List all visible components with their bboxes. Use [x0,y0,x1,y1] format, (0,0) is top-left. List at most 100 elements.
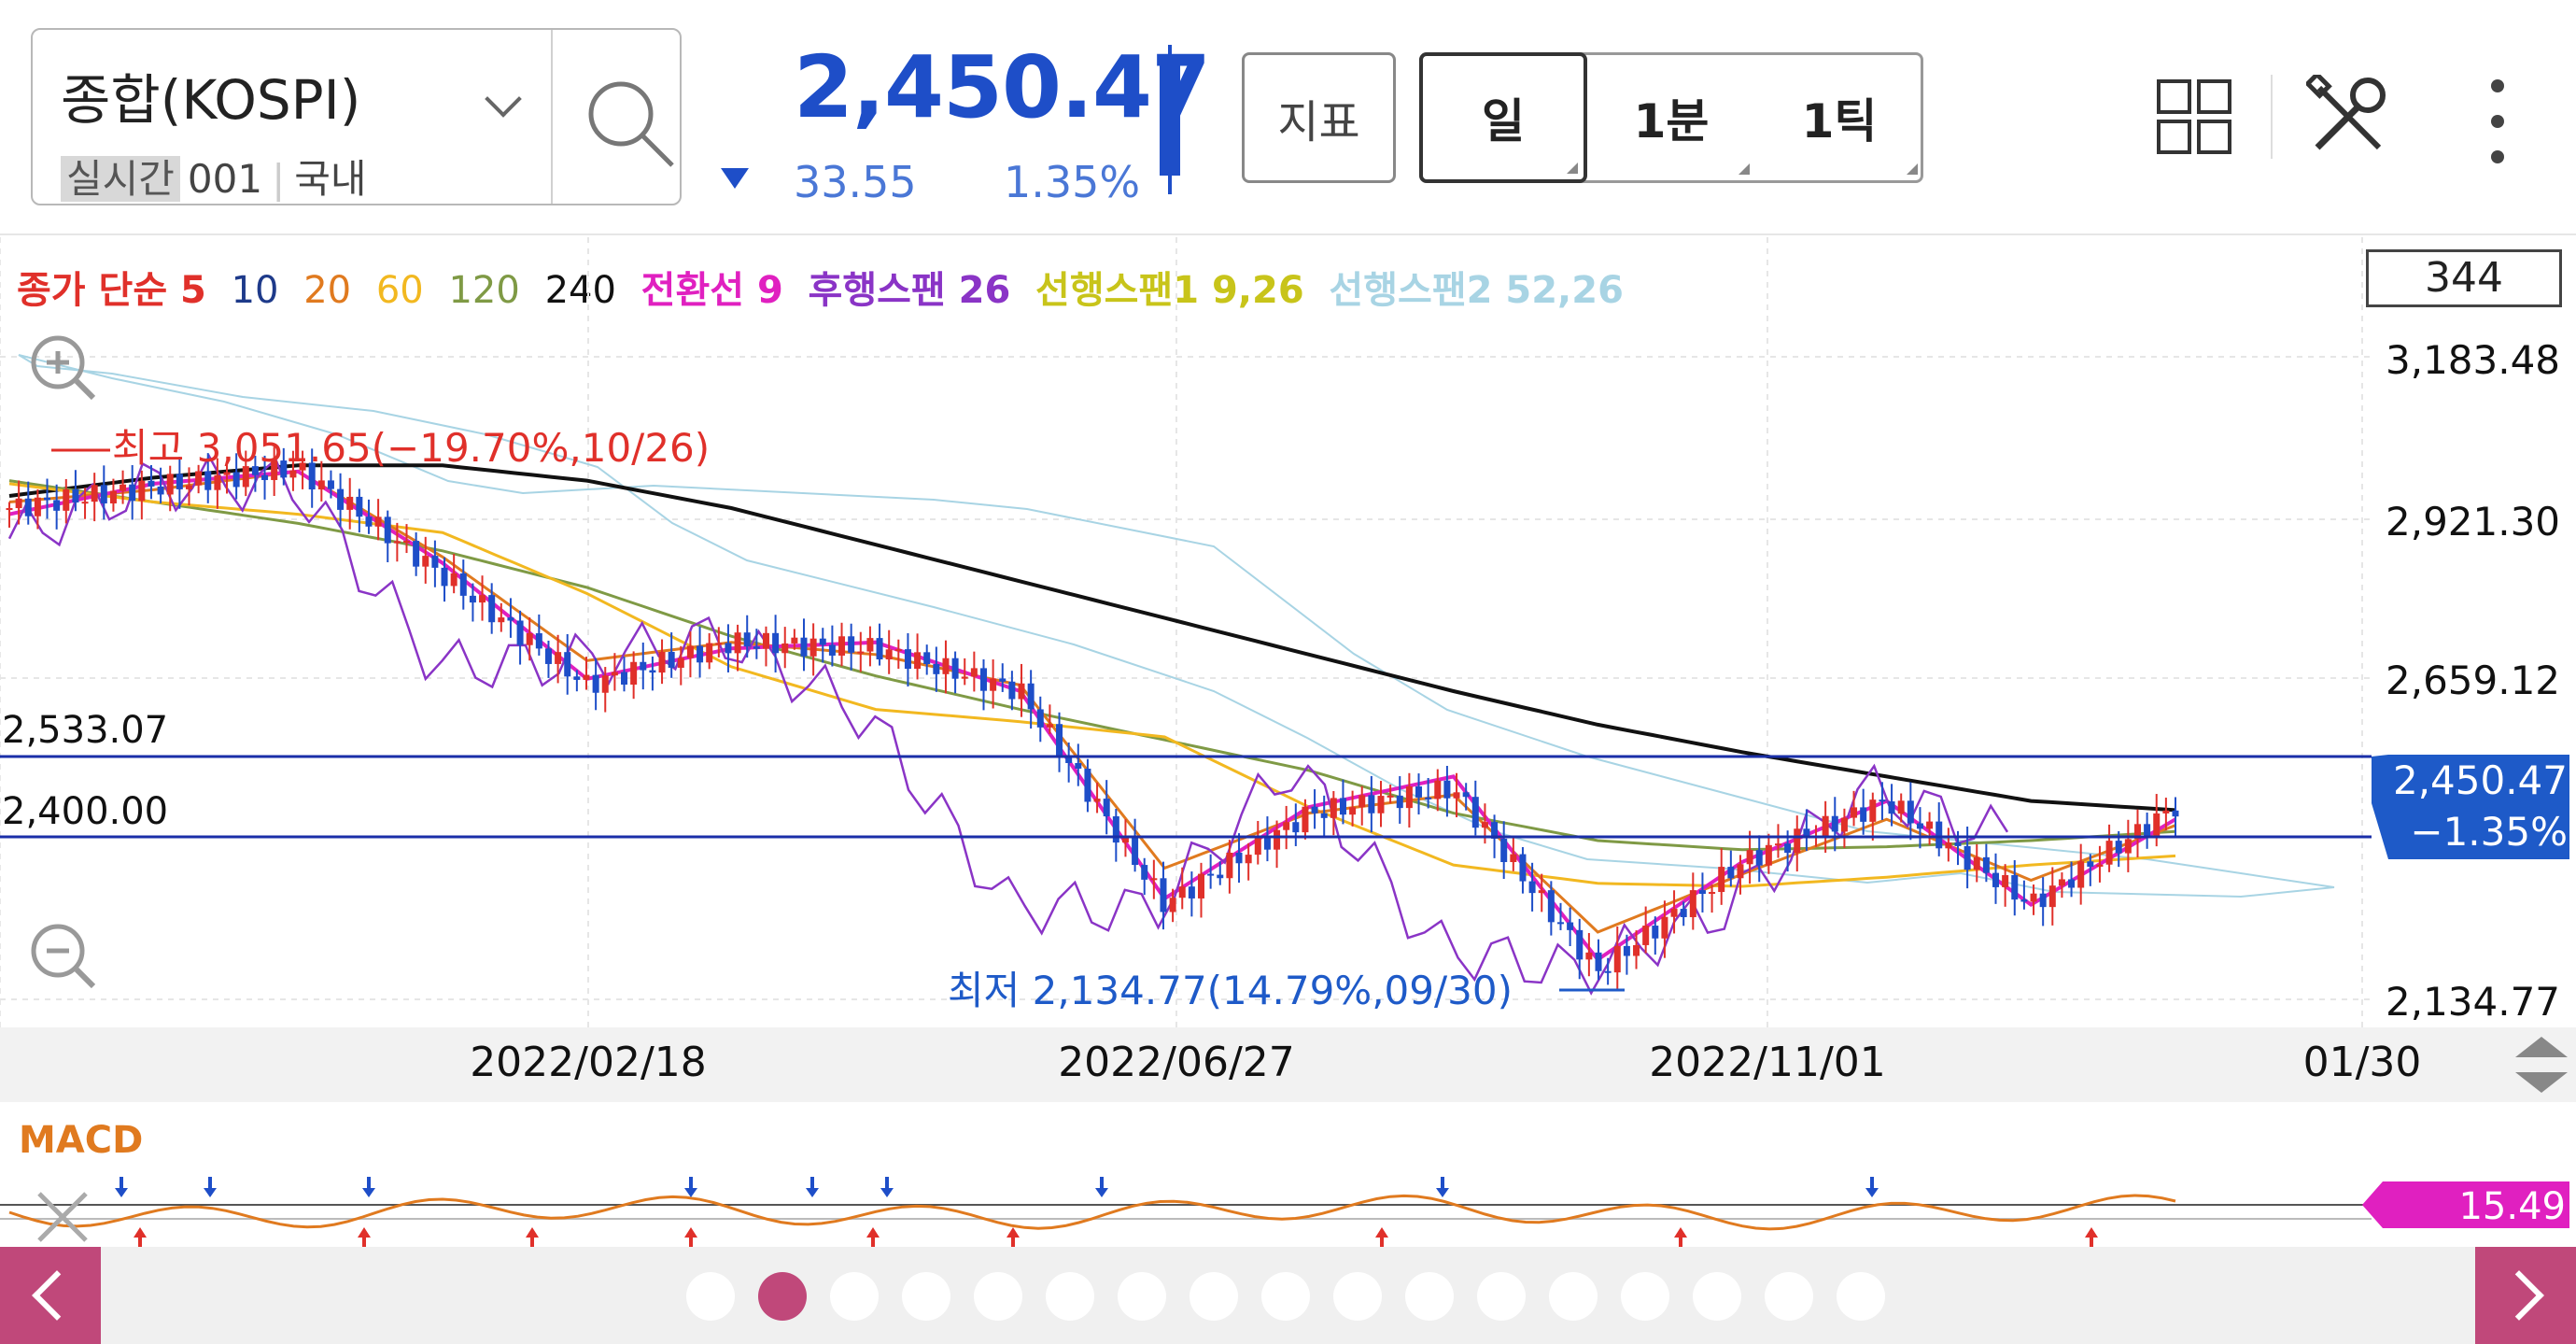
corner-marker-icon [1567,163,1578,174]
candle [1245,842,1252,881]
chevron-right-icon[interactable] [2475,1247,2576,1344]
pager-dot[interactable] [1765,1272,1813,1321]
candle [1415,773,1423,815]
candle [1936,802,1943,856]
candle [166,465,174,512]
candle [753,629,760,659]
series-line-후행스팬-26 [7,453,2009,996]
macd-buy-arrow [2085,1227,2098,1247]
pager-dot[interactable] [1693,1272,1741,1321]
period-1min-tab[interactable]: 1분 [1587,55,1755,180]
up-down-arrow-icon[interactable] [2515,1037,2568,1093]
period-day-tab[interactable]: 일 [1419,52,1587,183]
candle [53,484,61,530]
candle [800,618,808,672]
candle [961,658,968,686]
current-price-tag: 2,450.47 −1.35% [2372,755,2569,859]
macd-sell-arrow [362,1177,375,1197]
pager-dot[interactable] [1477,1272,1526,1321]
period-1tick-tab[interactable]: 1틱 [1755,55,1923,180]
macd-sell-arrow [1095,1177,1108,1197]
pager-dot[interactable] [974,1272,1022,1321]
period-1min-label: 1분 [1633,94,1710,149]
candle [2030,884,2037,915]
stock-code: 001 [187,156,263,202]
grid-icon[interactable] [2157,79,2231,154]
candle [1075,743,1082,786]
zoom-in-icon[interactable] [31,335,96,401]
close-icon[interactable] [37,1192,88,1242]
header-icon-divider [2271,75,2273,159]
pager-dot[interactable] [830,1272,879,1321]
candle [1226,840,1233,894]
pager-dot[interactable] [1405,1272,1454,1321]
candle [914,633,922,680]
candle [346,477,354,530]
indicator-button[interactable]: 지표 [1242,52,1396,183]
candle [1377,781,1385,828]
candle [488,583,496,634]
candle [271,446,278,497]
series-line-240 [8,463,2176,813]
candle [1613,927,1621,992]
candle [1897,793,1905,823]
pager-dot[interactable] [1837,1272,1885,1321]
down-triangle-icon [721,168,749,189]
header-bottom-border [0,233,2576,235]
candle [1926,812,1934,845]
more-vertical-icon[interactable] [2479,75,2516,168]
pager-dot[interactable] [1333,1272,1382,1321]
candle [1982,843,1990,883]
candle [848,623,855,671]
search-icon[interactable] [579,72,682,175]
candle [1633,930,1640,969]
candle [1869,792,1877,842]
candle [109,478,117,512]
macd-sell-arrow [806,1177,819,1197]
period-day-label: 일 [1482,94,1525,149]
pager-dot[interactable] [1549,1272,1598,1321]
tools-icon[interactable] [2306,75,2390,159]
candle [337,473,345,528]
candle [1680,901,1687,927]
visible-candle-count[interactable]: 344 [2366,249,2562,307]
chart-header: 종합(KOSPI) 실시간 001 | 국내 2,450.47 33.55 1.35%… [0,0,2576,235]
pager-dot[interactable] [1046,1272,1094,1321]
candle [1065,743,1073,783]
candle [2077,843,2085,905]
candle [1840,808,1848,848]
candle [791,629,798,650]
candle [1198,862,1205,918]
candle [242,450,249,497]
y-tick-label: 3,183.48 [2386,337,2560,383]
pager-dot[interactable] [902,1272,950,1321]
candle [564,634,571,695]
pager-dot[interactable] [686,1272,735,1321]
price-change-pct: 1.35% [1004,157,1141,207]
candle [2002,864,2009,907]
candle [611,653,618,691]
candle [1698,872,1706,913]
candle [403,524,411,554]
macd-buy-arrow [684,1227,697,1247]
candle [535,614,542,656]
pager-dot[interactable] [1261,1272,1310,1321]
legend-item-ma20: 20 [303,269,352,312]
stock-name[interactable]: 종합(KOSPI) [61,68,361,132]
candle [1160,861,1167,930]
candle [1652,916,1659,955]
stock-selector[interactable]: 종합(KOSPI) 실시간 001 | 국내 [31,28,682,205]
candle [1670,890,1678,934]
price-chart[interactable]: 2,533.07 2,400.00 최고 3,051.65(−19.70%,10… [0,0,2576,1247]
pager-dot[interactable] [758,1272,807,1321]
zoom-out-icon[interactable] [31,924,96,989]
pager-dot[interactable] [1621,1272,1669,1321]
legend-item-ma5: 종가 단순 5 [17,269,206,312]
candle [1178,867,1186,910]
pager-dot[interactable] [1118,1272,1166,1321]
pager-dot[interactable] [1189,1272,1238,1321]
chevron-left-icon[interactable] [0,1247,101,1344]
candle [1169,888,1176,923]
candle [1718,848,1725,905]
candle [450,554,457,594]
